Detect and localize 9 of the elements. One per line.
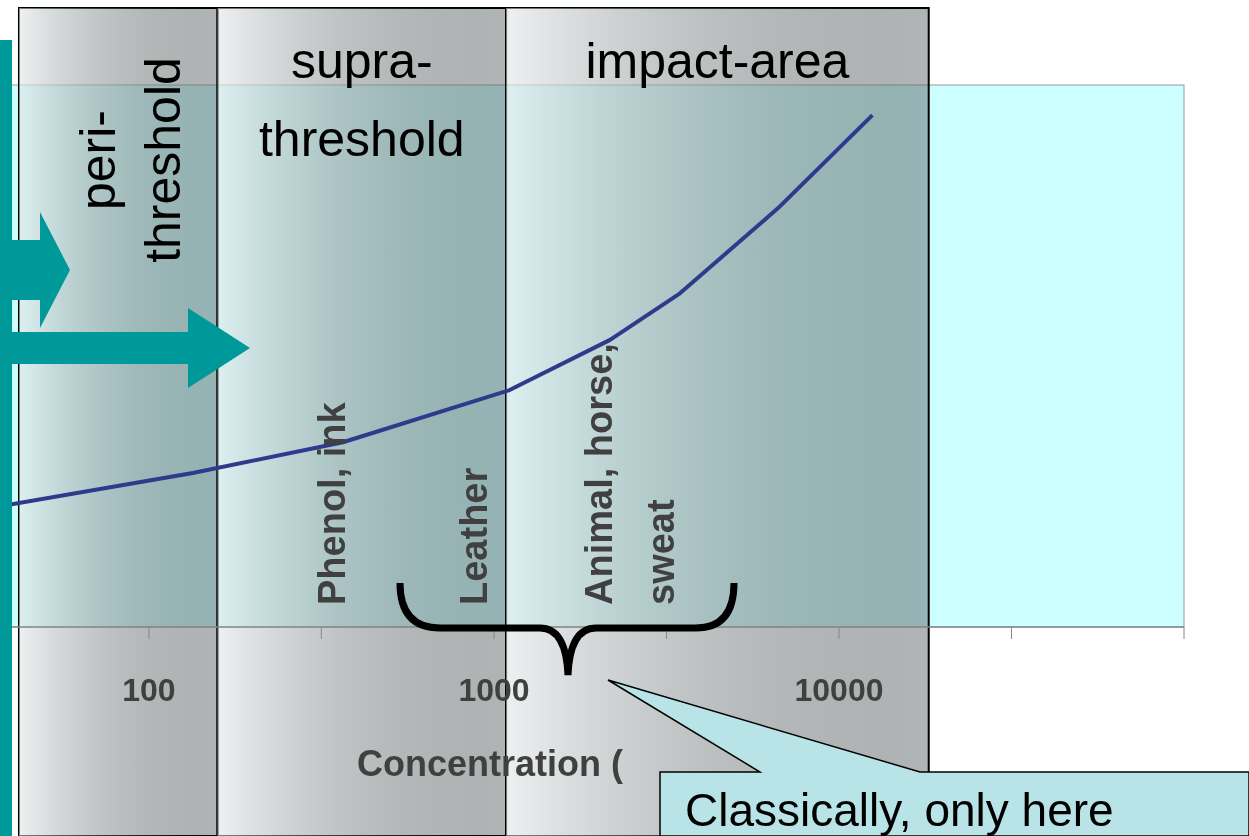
annotation: Phenol, ink: [311, 401, 353, 605]
band-label: supra- threshold: [258, 33, 465, 167]
text: Classically, only here: [685, 784, 1114, 836]
x-tick-label: 10000: [794, 672, 884, 708]
annotation: Leather: [453, 467, 495, 605]
x-tick-label: 100: [122, 672, 176, 708]
band-label: impact-area: [585, 33, 850, 89]
band-label: peri- threshold: [70, 57, 191, 263]
annotation: Animal, horse, sweat: [578, 343, 682, 605]
